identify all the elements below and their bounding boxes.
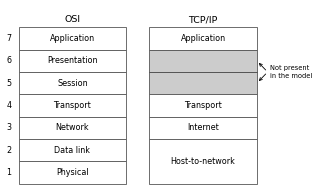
Text: 6: 6	[6, 56, 11, 65]
Bar	[18, 139, 126, 161]
Text: 5: 5	[6, 79, 11, 88]
Text: Data link: Data link	[54, 146, 90, 155]
Bar	[18, 94, 126, 117]
Bar	[149, 94, 257, 117]
Text: Application: Application	[50, 34, 95, 43]
Text: TCP/IP: TCP/IP	[188, 15, 218, 24]
Text: Session: Session	[57, 79, 88, 88]
Text: OSI: OSI	[64, 15, 80, 24]
Bar	[149, 72, 257, 94]
Bar	[149, 139, 257, 184]
Text: Host-to-network: Host-to-network	[170, 157, 235, 166]
Bar	[149, 27, 257, 50]
Bar	[149, 50, 257, 72]
Text: Transport: Transport	[184, 101, 222, 110]
Bar	[18, 27, 126, 50]
Text: Internet: Internet	[187, 123, 219, 132]
Text: Application: Application	[181, 34, 225, 43]
Text: 7: 7	[6, 34, 11, 43]
Bar	[18, 117, 126, 139]
Text: 1: 1	[6, 168, 11, 177]
Bar	[18, 72, 126, 94]
Text: 4: 4	[6, 101, 11, 110]
Text: Physical: Physical	[56, 168, 89, 177]
Text: Network: Network	[56, 123, 89, 132]
Text: 2: 2	[6, 146, 11, 155]
Text: 3: 3	[6, 123, 11, 132]
Text: Presentation: Presentation	[47, 56, 98, 65]
Bar	[18, 161, 126, 184]
Bar	[18, 50, 126, 72]
Text: Not present
in the model: Not present in the model	[270, 65, 312, 79]
Text: Transport: Transport	[53, 101, 91, 110]
Bar	[149, 117, 257, 139]
